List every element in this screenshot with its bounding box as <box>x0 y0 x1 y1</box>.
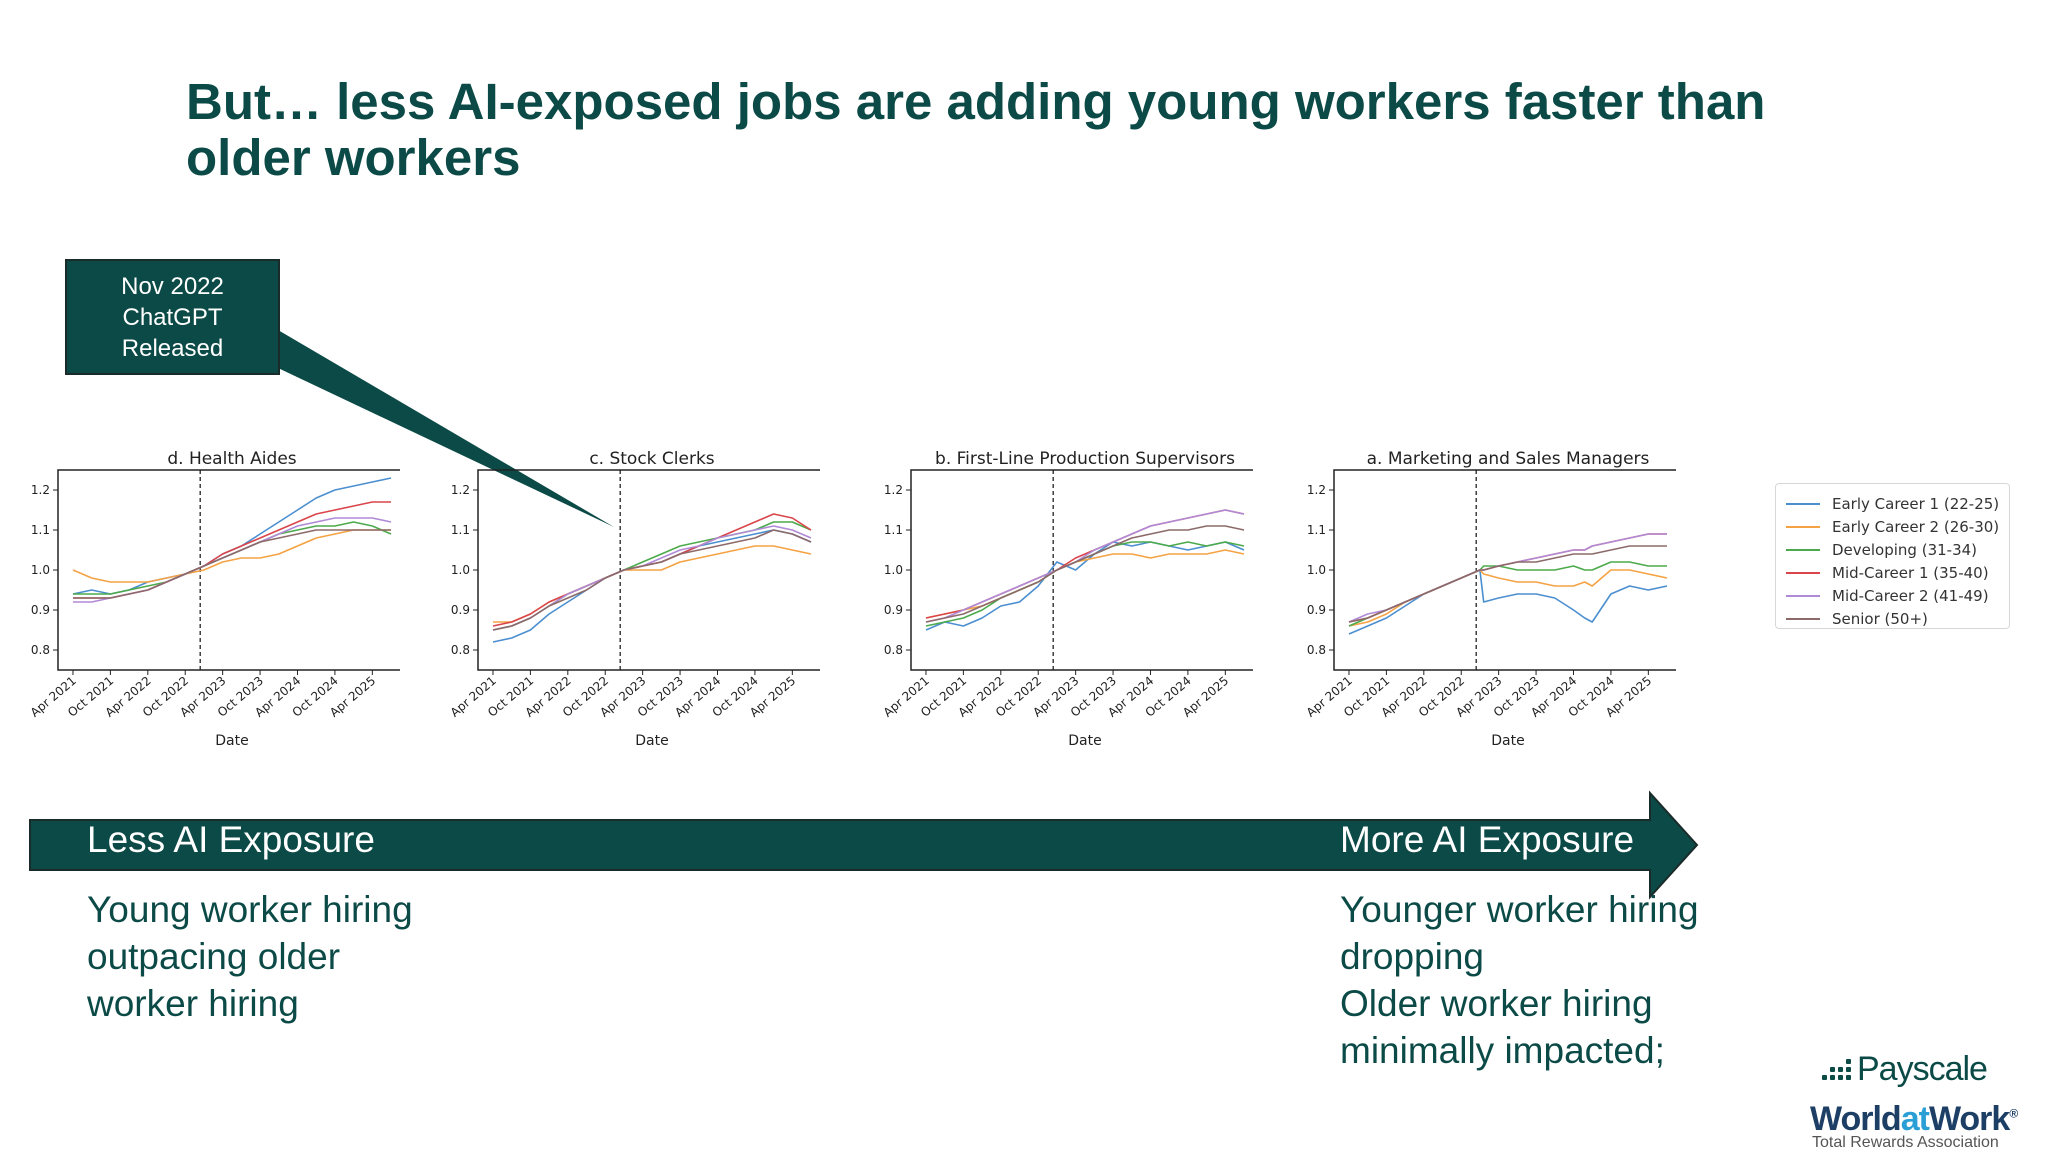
note-right-line-1: Younger worker hiring <box>1340 889 1699 930</box>
note-right-line-3: Older worker hiring <box>1340 983 1653 1024</box>
y-tick-label: 1.2 <box>884 483 903 497</box>
plot-frame <box>910 469 1253 671</box>
chart-title: a. Marketing and Sales Managers <box>1367 449 1650 469</box>
legend-item: Early Career 2 (26-30) <box>1786 517 1999 537</box>
callout-line-3: Released <box>121 334 224 362</box>
note-left-line-1: Young worker hiring <box>87 889 413 930</box>
legend-label: Mid-Career 1 (35-40) <box>1832 564 1989 582</box>
note-right-line-4: minimally impacted; <box>1340 1030 1665 1071</box>
chart-legend: Early Career 1 (22-25) Early Career 2 (26… <box>1775 483 2010 629</box>
callout-line-1: Nov 2022 <box>121 272 224 300</box>
payscale-logo: Payscale <box>1822 1050 1988 1089</box>
arrow-label-more: More AI Exposure <box>1340 819 1635 860</box>
note-left-line-3: worker hiring <box>87 983 299 1024</box>
legend-label: Early Career 2 (26-30) <box>1832 518 2000 536</box>
y-tick-label: 1.0 <box>31 563 50 577</box>
y-tick-label: 0.8 <box>1307 643 1326 657</box>
note-right-line-2: dropping <box>1340 936 1485 977</box>
legend-item: Mid-Career 2 (41-49) <box>1786 586 1989 606</box>
series-line <box>925 541 1245 631</box>
legend-item: Mid-Career 1 (35-40) <box>1786 563 1989 583</box>
legend-swatch <box>1786 549 1820 551</box>
series-line <box>1348 569 1668 627</box>
legend-item: Developing (31-34) <box>1786 540 1977 560</box>
chart-production-supervisors: b. First-Line Production Supervisors 0.8 0… <box>881 449 1253 749</box>
series-line <box>1348 561 1667 627</box>
y-tick-label: 0.8 <box>451 643 470 657</box>
series-line <box>73 529 391 599</box>
y-tick-label: 0.8 <box>884 643 903 657</box>
legend-label: Developing (31-34) <box>1832 541 1978 559</box>
series-line <box>1348 545 1667 623</box>
payscale-wordmark: Payscale <box>1857 1050 1988 1088</box>
plot-frame <box>57 469 400 671</box>
legend-swatch <box>1786 572 1820 574</box>
chart-marketing-sales-managers: a. Marketing and Sales Managers 0.8 0.9 1.0… <box>1304 449 1676 749</box>
series-line <box>73 501 391 599</box>
series-line <box>925 549 1245 619</box>
series-line <box>492 521 812 631</box>
note-left-line-2: outpacing older <box>87 936 341 977</box>
y-tick-label: 1.0 <box>451 563 470 577</box>
payscale-dots-icon <box>1822 1059 1851 1080</box>
callout-box: Nov 2022 ChatGPT Released <box>66 260 279 374</box>
legend-swatch <box>1786 526 1820 528</box>
y-tick-label: 1.1 <box>1307 523 1326 537</box>
worldatwork-logo: WorldatWork® <box>1810 1100 2018 1138</box>
y-tick-label: 0.8 <box>31 643 50 657</box>
legend-swatch <box>1786 503 1820 505</box>
note-less-exposure: Young worker hiring outpacing older work… <box>87 886 413 1027</box>
y-tick-label: 1.1 <box>884 523 903 537</box>
note-more-exposure: Younger worker hiring dropping Older wor… <box>1340 886 1699 1074</box>
arrow-label-less: Less AI Exposure <box>87 819 375 860</box>
y-tick-label: 1.0 <box>1307 563 1326 577</box>
series-line <box>1348 533 1667 623</box>
y-tick-label: 0.9 <box>451 603 470 617</box>
y-tick-label: 0.9 <box>1307 603 1326 617</box>
callout-tail <box>278 330 614 527</box>
legend-swatch <box>1786 618 1820 620</box>
y-tick-label: 0.9 <box>884 603 903 617</box>
series-line <box>492 525 812 631</box>
y-tick-label: 1.1 <box>31 523 50 537</box>
x-axis-label: Date <box>1068 733 1101 749</box>
legend-label: Mid-Career 2 (41-49) <box>1832 587 1989 605</box>
callout-box-bg <box>65 259 280 375</box>
y-tick-label: 1.1 <box>451 523 470 537</box>
chart-title: b. First-Line Production Supervisors <box>935 449 1235 469</box>
legend-item: Early Career 1 (22-25) <box>1786 494 1999 514</box>
series-line <box>925 509 1245 619</box>
y-tick-label: 1.2 <box>31 483 50 497</box>
series-line <box>925 525 1245 623</box>
slide-title: But… less AI-exposed jobs are adding you… <box>186 73 1766 186</box>
y-tick-label: 1.2 <box>1307 483 1326 497</box>
series-line <box>72 529 391 583</box>
legend-label: Senior (50+) <box>1832 610 1928 628</box>
x-axis-label: Date <box>635 733 668 749</box>
y-tick-label: 1.0 <box>884 563 903 577</box>
series-line <box>1348 533 1667 623</box>
y-tick-label: 1.2 <box>451 483 470 497</box>
legend-label: Early Career 1 (22-25) <box>1832 495 2000 513</box>
x-axis-label: Date <box>1491 733 1524 749</box>
y-tick-label: 0.9 <box>31 603 50 617</box>
series-line <box>925 509 1245 623</box>
legend-swatch <box>1786 595 1820 597</box>
series-line <box>1348 569 1668 635</box>
chart-title: d. Health Aides <box>167 449 296 469</box>
series-line <box>492 529 812 631</box>
legend-item: Senior (50+) <box>1786 609 1928 629</box>
series-line <box>72 477 392 595</box>
x-axis-label: Date <box>215 733 248 749</box>
worldatwork-tagline: Total Rewards Association <box>1812 1134 1999 1151</box>
chart-title: c. Stock Clerks <box>589 449 714 469</box>
callout-line-2: ChatGPT <box>122 303 223 331</box>
